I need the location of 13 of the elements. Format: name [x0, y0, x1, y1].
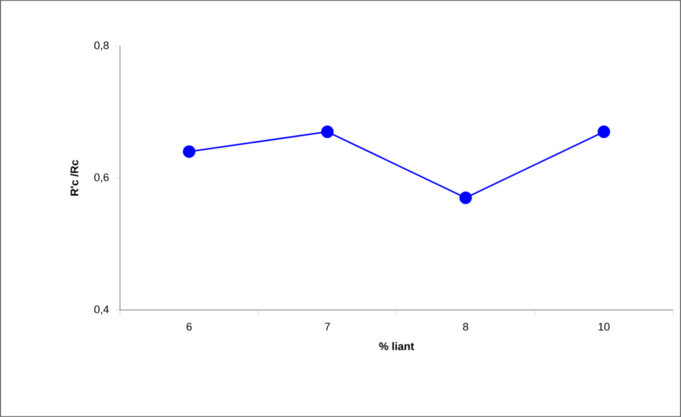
point [598, 126, 610, 138]
x-tick-label: 6 [186, 322, 192, 331]
point [182, 145, 196, 158]
y-axis-title: R'c /Rc [70, 160, 78, 196]
x-axis-title: % liant [379, 342, 414, 350]
y-tick-label: 0,4 [94, 305, 109, 315]
point [321, 126, 334, 138]
y-tick-label: 0,6 [94, 173, 109, 183]
y-tick-label: 0,8 [94, 41, 109, 51]
point [459, 192, 472, 204]
x-tick-label: 7 [324, 322, 330, 330]
x-tick-label: 10 [598, 322, 610, 331]
x-tick-label: 8 [463, 322, 468, 331]
